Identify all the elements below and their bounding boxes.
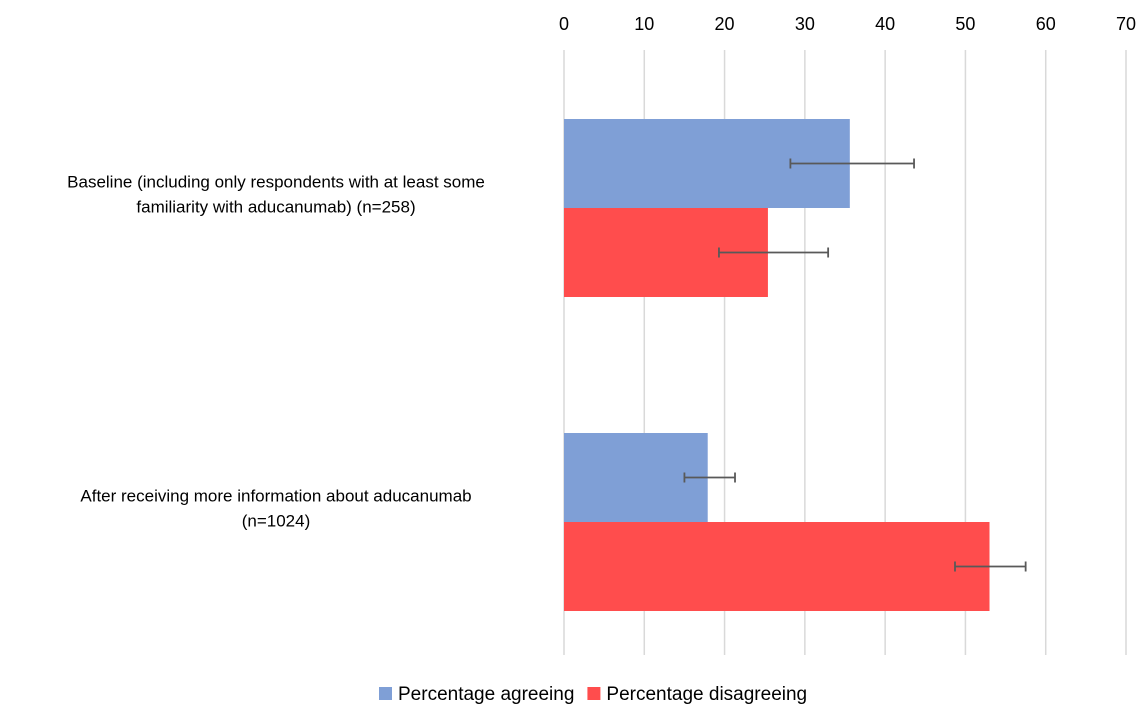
category-label: After receiving more information about a… (80, 487, 471, 506)
x-tick-label: 70 (1116, 14, 1136, 34)
legend: Percentage agreeing Percentage disagreein… (379, 684, 807, 705)
error-bar-agreeing-1 (683, 472, 736, 483)
error-bar-agreeing-0 (789, 158, 915, 169)
bar-disagreeing-1 (564, 522, 990, 611)
x-tick-label: 10 (634, 14, 654, 34)
category-label: familiarity with aducanumab) (n=258) (136, 198, 415, 217)
legend-label-agreeing: Percentage agreeing (398, 684, 574, 705)
x-tick-label: 40 (875, 14, 895, 34)
error-bar-disagreeing-0 (718, 247, 830, 258)
x-tick-label: 60 (1036, 14, 1056, 34)
x-tick-label: 20 (715, 14, 735, 34)
x-tick-label: 30 (795, 14, 815, 34)
x-tick-label: 0 (559, 14, 569, 34)
legend-label-disagreeing: Percentage disagreeing (606, 684, 807, 705)
x-tick-label: 50 (955, 14, 975, 34)
bars (564, 119, 990, 611)
error-bar-disagreeing-1 (954, 561, 1027, 572)
legend-swatch-agreeing (379, 687, 392, 700)
error-bars (683, 158, 1027, 572)
category-labels: Baseline (including only respondents wit… (67, 173, 485, 531)
category-label: (n=1024) (242, 512, 311, 531)
x-axis-ticks: 0 10 20 30 40 50 60 70 (559, 14, 1136, 34)
category-label: Baseline (including only respondents wit… (67, 173, 485, 192)
legend-swatch-disagreeing (587, 687, 601, 700)
